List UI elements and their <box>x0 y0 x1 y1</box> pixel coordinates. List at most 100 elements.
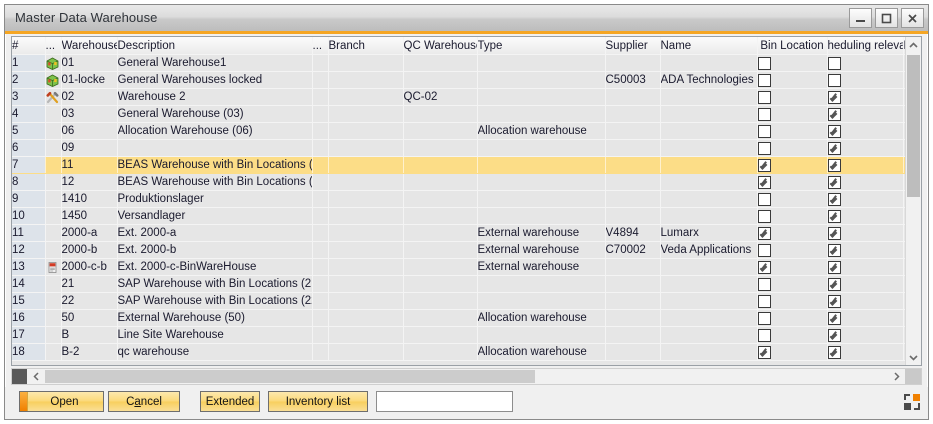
table-row[interactable]: 10 1450 Versandlager <box>12 207 921 225</box>
row-number[interactable]: 10 <box>12 207 46 225</box>
checkbox[interactable] <box>757 175 771 189</box>
cell-sched[interactable] <box>827 326 904 344</box>
cell-sched[interactable] <box>827 309 904 327</box>
footer-text-input[interactable] <box>376 391 513 412</box>
cell-bin[interactable] <box>757 207 828 225</box>
checkbox[interactable] <box>827 328 841 342</box>
checkbox[interactable] <box>757 345 771 359</box>
table-row[interactable]: 9 1410 Produktionslager <box>12 190 921 208</box>
scroll-left-arrow[interactable] <box>28 369 44 384</box>
column-header-type[interactable]: Type <box>477 37 606 55</box>
checkbox[interactable] <box>827 209 841 223</box>
row-number[interactable]: 15 <box>12 292 46 310</box>
checkbox[interactable] <box>757 124 771 138</box>
table-row[interactable]: 18 B-2 qc warehouse Allocation warehouse <box>12 343 921 361</box>
cell-sched[interactable] <box>827 71 904 89</box>
row-number[interactable]: 13 <box>12 258 46 276</box>
cell-sched[interactable] <box>827 275 904 293</box>
warehouse-grid[interactable]: #... Warehouse Description... Branch QC Ware… <box>11 36 922 366</box>
table-row[interactable]: 13 2000-c-b Ext. 2000-c-BinWareHouse Extern… <box>12 258 921 276</box>
cell-bin[interactable] <box>757 71 828 89</box>
inventory-list-button[interactable]: Inventory list <box>268 391 368 412</box>
cell-sched[interactable] <box>827 139 904 157</box>
checkbox[interactable] <box>757 311 771 325</box>
minimize-button[interactable] <box>849 8 872 28</box>
table-row[interactable]: 11 2000-a Ext. 2000-a External warehouse V48… <box>12 224 921 242</box>
table-body[interactable]: 1 01 General Warehouse1 2 01-locke General Wa… <box>12 54 921 361</box>
cell-sched[interactable] <box>827 105 904 123</box>
scroll-down-arrow[interactable] <box>906 349 921 365</box>
row-number[interactable]: 12 <box>12 241 46 259</box>
column-header-name[interactable]: Name <box>660 37 758 55</box>
cell-bin[interactable] <box>757 224 828 242</box>
checkbox[interactable] <box>757 90 771 104</box>
cell-bin[interactable] <box>757 258 828 276</box>
close-button[interactable] <box>901 8 924 28</box>
row-number[interactable]: 6 <box>12 139 46 157</box>
table-row[interactable]: 2 01-locke General Warehouses locked C50003… <box>12 71 921 89</box>
cell-bin[interactable] <box>757 122 828 140</box>
column-header-icon[interactable]: ... <box>45 37 62 55</box>
row-number[interactable]: 14 <box>12 275 46 293</box>
row-number[interactable]: 17 <box>12 326 46 344</box>
horizontal-scrollbar[interactable] <box>11 368 922 385</box>
table-row[interactable]: 3 02 Warehouse 2 QC-02 <box>12 88 921 106</box>
checkbox[interactable] <box>827 141 841 155</box>
checkbox[interactable] <box>827 226 841 240</box>
row-number[interactable]: 4 <box>12 105 46 123</box>
cell-sched[interactable] <box>827 122 904 140</box>
table-row[interactable]: 4 03 General Warehouse (03) <box>12 105 921 123</box>
checkbox[interactable] <box>757 73 771 87</box>
maximize-button[interactable] <box>875 8 898 28</box>
vertical-scrollbar[interactable] <box>905 37 921 365</box>
cell-bin[interactable] <box>757 275 828 293</box>
cell-sched[interactable] <box>827 207 904 225</box>
horizontal-scrollbar-thumb[interactable] <box>45 370 535 383</box>
table-row[interactable]: 8 12 BEAS Warehouse with Bin Locations (12… <box>12 173 921 191</box>
scroll-right-arrow[interactable] <box>888 369 904 384</box>
extended-button[interactable]: Extended <box>200 391 260 412</box>
table-row[interactable]: 7 11 BEAS Warehouse with Bin Locations (11… <box>12 156 921 174</box>
open-button[interactable]: Open <box>19 391 104 412</box>
column-header-warehouse[interactable]: Warehouse <box>61 37 118 55</box>
checkbox[interactable] <box>827 243 841 257</box>
cell-bin[interactable] <box>757 105 828 123</box>
checkbox[interactable] <box>827 277 841 291</box>
cell-sched[interactable] <box>827 292 904 310</box>
column-header-qc[interactable]: QC Warehouse <box>403 37 478 55</box>
checkbox[interactable] <box>827 260 841 274</box>
column-header-num[interactable]: # <box>12 37 46 55</box>
checkbox[interactable] <box>827 294 841 308</box>
checkbox[interactable] <box>757 243 771 257</box>
cell-sched[interactable] <box>827 173 904 191</box>
row-number[interactable]: 18 <box>12 343 46 361</box>
checkbox[interactable] <box>827 73 841 87</box>
cell-bin[interactable] <box>757 343 828 361</box>
checkbox[interactable] <box>757 260 771 274</box>
column-header-branch[interactable]: Branch <box>328 37 404 55</box>
column-header-dots2[interactable]: ... <box>312 37 329 55</box>
checkbox[interactable] <box>757 192 771 206</box>
cell-sched[interactable] <box>827 224 904 242</box>
checkbox[interactable] <box>827 311 841 325</box>
resize-grip-icon[interactable] <box>903 393 921 411</box>
checkbox[interactable] <box>827 56 841 70</box>
cell-bin[interactable] <box>757 88 828 106</box>
checkbox[interactable] <box>827 345 841 359</box>
row-number[interactable]: 5 <box>12 122 46 140</box>
table-row[interactable]: 15 22 SAP Warehouse with Bin Locations (22… <box>12 292 921 310</box>
cell-bin[interactable] <box>757 309 828 327</box>
table-row[interactable]: 6 09 <box>12 139 921 157</box>
cell-sched[interactable] <box>827 88 904 106</box>
checkbox[interactable] <box>827 90 841 104</box>
checkbox[interactable] <box>757 226 771 240</box>
cell-bin[interactable] <box>757 54 828 72</box>
table-row[interactable]: 14 21 SAP Warehouse with Bin Locations (21… <box>12 275 921 293</box>
column-header-sched[interactable]: heduling releva <box>827 37 904 55</box>
cell-bin[interactable] <box>757 292 828 310</box>
table-row[interactable]: 17 B Line Site Warehouse <box>12 326 921 344</box>
cell-bin[interactable] <box>757 173 828 191</box>
row-number[interactable]: 7 <box>12 156 46 174</box>
cell-sched[interactable] <box>827 190 904 208</box>
checkbox[interactable] <box>757 141 771 155</box>
